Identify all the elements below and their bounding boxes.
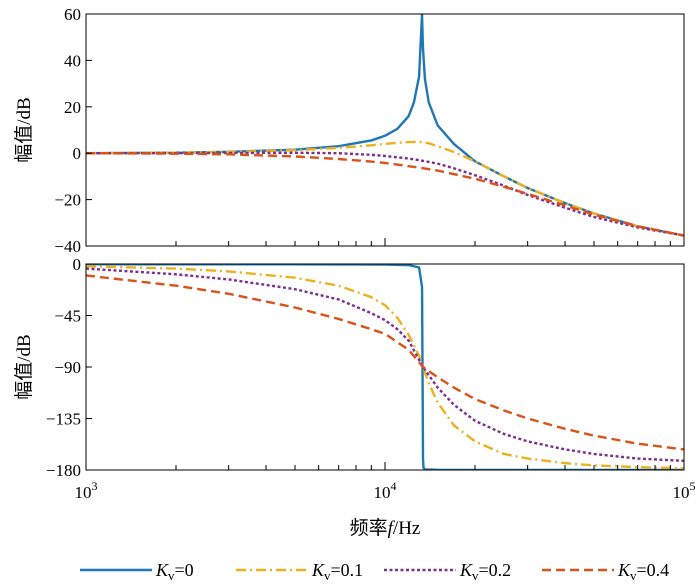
x-tick-label-exponent: 3 (92, 479, 98, 493)
magnitude-series-kv-2 (86, 151, 684, 237)
magnitude-series-kv-3 (86, 152, 684, 237)
phase-series-kv-3 (86, 274, 684, 451)
x-tick-label: 103 (75, 479, 98, 502)
x-tick-label-base: 10 (75, 483, 92, 502)
phase-y-axis-label: 幅值/dB (13, 334, 35, 399)
x-tick-label: 104 (374, 479, 397, 502)
x-tick-label-exponent: 5 (690, 479, 696, 493)
phase-series-kv-1 (86, 265, 684, 470)
magnitude-y-tick-label: 20 (64, 98, 81, 117)
x-tick-label-base: 10 (374, 483, 391, 502)
x-axis-label-prefix: 频率 (350, 517, 388, 539)
phase-y-tick-label: −180 (46, 461, 81, 480)
phase-y-tick-label: −90 (54, 358, 81, 377)
phase-y-tick-label: −135 (46, 410, 81, 429)
magnitude-y-tick-label: 40 (64, 51, 81, 70)
phase-plot-frame (85, 263, 685, 471)
x-tick-labels: 103 104 105 (75, 479, 696, 502)
x-axis-label-unit: /Hz (393, 518, 420, 539)
x-tick-label-base: 10 (673, 483, 690, 502)
magnitude-plot-frame (85, 13, 685, 247)
magnitude-y-tick-label: 0 (73, 144, 82, 163)
phase-y-tick-label: 0 (73, 255, 82, 274)
magnitude-y-tick-label: −20 (54, 191, 81, 210)
legend-label-kv-0: Kv=0 (155, 560, 194, 583)
phase-panel: 幅值/dB 0 −45 −90 −135 −180 (13, 255, 685, 480)
x-tick-label: 105 (673, 479, 696, 502)
phase-series-kv-2 (86, 267, 684, 463)
legend-label-kv-3: Kv=0.4 (617, 560, 669, 583)
magnitude-y-tick-label: −40 (54, 237, 81, 256)
phase-series-kv-0 (86, 264, 684, 470)
magnitude-y-axis-label: 幅值/dB (13, 97, 35, 162)
x-tick-label-exponent: 4 (391, 479, 397, 493)
legend: Kv=0 Kv=0.1 Kv=0.2 Kv=0.4 (80, 560, 669, 583)
x-axis-label-variable: f (388, 518, 396, 539)
legend-label-kv-1: Kv=0.1 (311, 560, 363, 583)
legend-label-kv-2: Kv=0.2 (459, 560, 511, 583)
magnitude-series-kv-1 (86, 140, 684, 237)
magnitude-panel: 幅值/dB 60 40 20 0 −20 −40 (13, 5, 685, 256)
x-axis-label: 频率f/Hz (350, 517, 421, 539)
magnitude-series-kv-0 (86, 14, 684, 237)
magnitude-y-tick-label: 60 (64, 5, 81, 24)
phase-y-tick-label: −45 (54, 307, 81, 326)
